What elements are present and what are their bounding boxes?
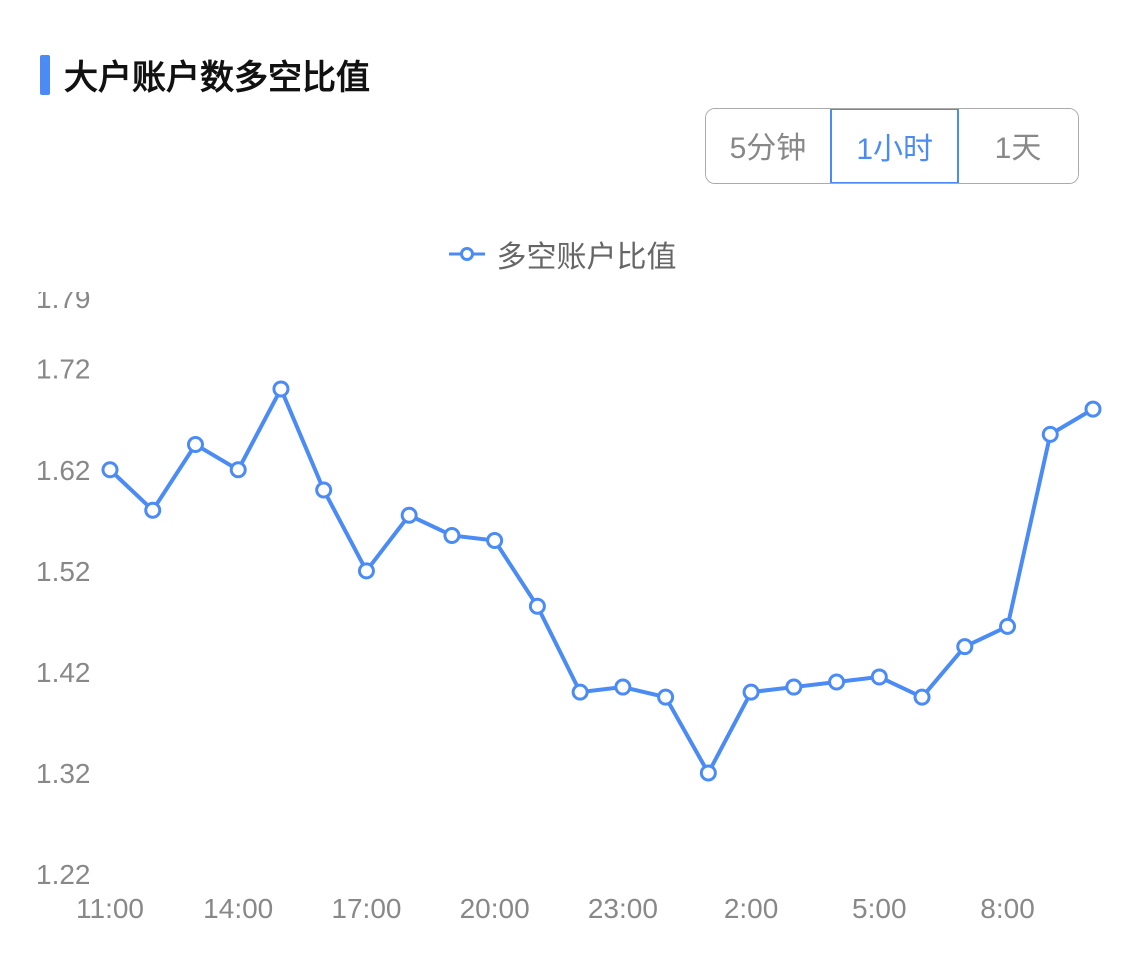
data-point[interactable] xyxy=(573,685,587,699)
x-tick-label: 5:00 xyxy=(852,893,907,924)
series-line xyxy=(110,389,1093,773)
y-tick-label: 1.79 xyxy=(36,292,91,314)
data-point[interactable] xyxy=(274,382,288,396)
data-point[interactable] xyxy=(402,508,416,522)
legend-marker-icon xyxy=(449,247,485,261)
tab-2[interactable]: 1天 xyxy=(958,109,1078,183)
chart-title-block: 大户账户数多空比值 xyxy=(40,50,370,99)
line-chart: 1.22 1.32 1.42 1.52 1.62 1.72 1.79 11:00 14:00 17… xyxy=(36,292,1105,932)
tab-1[interactable]: 1小时 xyxy=(830,108,959,184)
data-point[interactable] xyxy=(872,670,886,684)
data-point[interactable] xyxy=(445,528,459,542)
y-tick-label: 1.32 xyxy=(36,758,91,789)
data-point[interactable] xyxy=(317,483,331,497)
data-point[interactable] xyxy=(188,438,202,452)
legend-item: 多空账户比值 xyxy=(449,232,677,276)
data-point[interactable] xyxy=(1086,402,1100,416)
legend-label: 多空账户比值 xyxy=(497,232,677,276)
data-point[interactable] xyxy=(1001,619,1015,633)
data-point[interactable] xyxy=(1043,427,1057,441)
timeframe-tabs: 5分钟1小时1天 xyxy=(705,108,1079,184)
y-tick-label: 1.42 xyxy=(36,657,91,688)
data-point[interactable] xyxy=(231,463,245,477)
y-tick-label: 1.22 xyxy=(36,859,91,890)
y-tick-label: 1.62 xyxy=(36,455,91,486)
legend: 多空账户比值 xyxy=(0,232,1125,276)
y-tick-label: 1.72 xyxy=(36,354,91,385)
data-point[interactable] xyxy=(616,680,630,694)
y-tick-label: 1.52 xyxy=(36,556,91,587)
x-tick-label: 23:00 xyxy=(588,893,658,924)
data-point[interactable] xyxy=(915,690,929,704)
x-tick-label: 8:00 xyxy=(980,893,1035,924)
data-point[interactable] xyxy=(958,640,972,654)
data-point[interactable] xyxy=(530,599,544,613)
page-title: 大户账户数多空比值 xyxy=(64,50,370,99)
x-tick-label: 11:00 xyxy=(76,893,144,924)
data-point[interactable] xyxy=(103,463,117,477)
data-point[interactable] xyxy=(744,685,758,699)
data-point[interactable] xyxy=(146,503,160,517)
x-tick-label: 20:00 xyxy=(460,893,530,924)
data-point[interactable] xyxy=(830,675,844,689)
data-point[interactable] xyxy=(701,766,715,780)
data-point[interactable] xyxy=(659,690,673,704)
accent-bar-icon xyxy=(40,55,50,95)
x-tick-label: 17:00 xyxy=(331,893,401,924)
x-tick-label: 14:00 xyxy=(203,893,273,924)
data-point[interactable] xyxy=(488,534,502,548)
data-point[interactable] xyxy=(359,564,373,578)
tab-0[interactable]: 5分钟 xyxy=(706,109,832,183)
x-tick-label: 2:00 xyxy=(724,893,779,924)
data-point[interactable] xyxy=(787,680,801,694)
